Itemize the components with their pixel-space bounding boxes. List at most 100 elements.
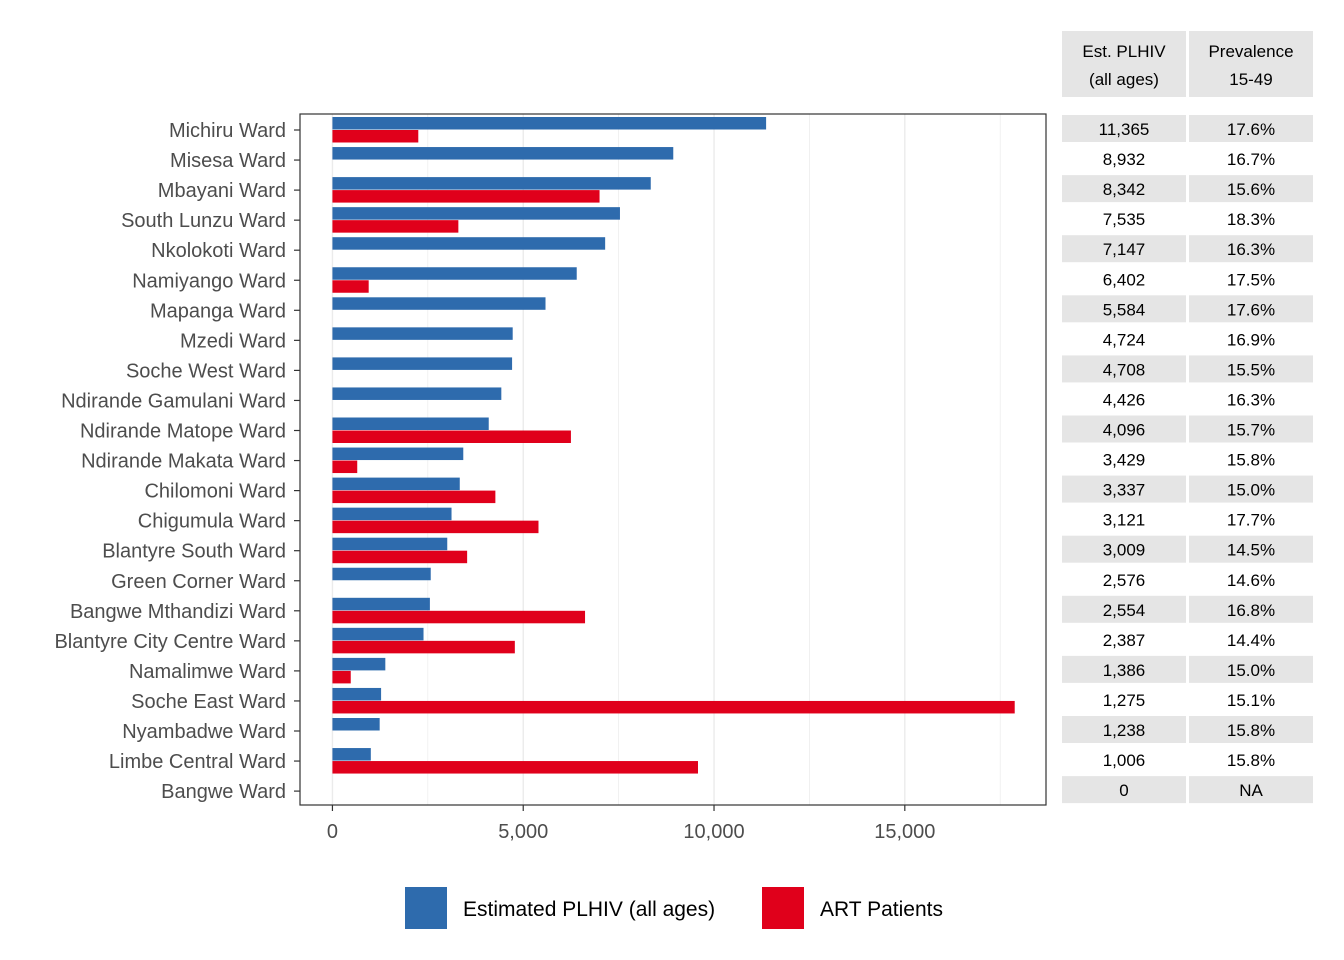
- ward-label-mzedi-ward: Mzedi Ward: [180, 330, 286, 352]
- ward-label-michiru-ward: Michiru Ward: [169, 120, 286, 142]
- table-cell-bg: [1062, 235, 1186, 263]
- table-cell-bg: [1062, 175, 1186, 203]
- plhiv-cell: 11,365: [1099, 120, 1150, 139]
- table-cell-bg: [1189, 355, 1313, 383]
- bar-estimated-plhiv-all-ages-soche-west-ward: [332, 357, 513, 370]
- bar-estimated-plhiv-all-ages-ndirande-makata-ward: [332, 447, 464, 461]
- table-cell-bg: [1062, 295, 1186, 323]
- table-header-cell: [1189, 31, 1313, 97]
- plhiv-cell: 7,147: [1103, 240, 1146, 259]
- bar-art-patients-namalimwe-ward: [332, 670, 351, 684]
- ward-label-green-corner-ward: Green Corner Ward: [111, 571, 286, 593]
- ward-label-mbayani-ward: Mbayani Ward: [158, 180, 286, 202]
- plhiv-cell: 2,387: [1103, 631, 1146, 650]
- table-header-text: Est. PLHIV: [1082, 42, 1166, 61]
- bar-art-patients-blantyre-south-ward: [332, 550, 468, 564]
- ward-label-ndirande-makata-ward: Ndirande Makata Ward: [81, 451, 286, 473]
- plhiv-cell: 4,096: [1103, 421, 1146, 440]
- prevalence-cell: 14.5%: [1227, 541, 1275, 560]
- ward-labels: Michiru Ward Misesa Ward Mbayani Ward South…: [54, 120, 300, 803]
- x-tick-label: 0: [327, 821, 338, 843]
- prevalence-cell: 15.6%: [1227, 180, 1275, 199]
- table-cell-bg: [1062, 655, 1186, 683]
- plhiv-cell: 6,402: [1103, 270, 1146, 289]
- bars: [332, 117, 1015, 774]
- plhiv-cell: 3,337: [1103, 481, 1146, 500]
- prevalence-cell: 16.9%: [1227, 330, 1275, 349]
- prevalence-cell: 16.3%: [1227, 390, 1275, 409]
- prevalence-cell: 17.6%: [1227, 300, 1275, 319]
- plhiv-cell: 8,342: [1103, 180, 1146, 199]
- ward-label-limbe-central-ward: Limbe Central Ward: [109, 751, 286, 773]
- table-cell-bg: [1189, 716, 1313, 743]
- bar-art-patients-blantyre-city-centre-ward: [332, 640, 515, 654]
- table-cell-bg: [1189, 175, 1313, 203]
- legend-label-art-patients: ART Patients: [820, 898, 943, 921]
- plhiv-cell: 1,238: [1103, 721, 1146, 740]
- bar-estimated-plhiv-all-ages-misesa-ward: [332, 147, 674, 160]
- prevalence-cell: 15.0%: [1227, 481, 1275, 500]
- prevalence-cell: 15.8%: [1227, 751, 1275, 770]
- bar-art-patients-ndirande-makata-ward: [332, 460, 358, 474]
- prevalence-cell: 16.3%: [1227, 240, 1275, 259]
- table-cell-bg: [1189, 295, 1313, 323]
- summary-table: Est. PLHIV (all ages) Prevalence 15-49 11,36…: [1062, 31, 1313, 804]
- plhiv-cell: 8,932: [1103, 150, 1146, 169]
- bar-estimated-plhiv-all-ages-blantyre-south-ward: [332, 537, 448, 551]
- legend-key-estimated-plhiv-all-ages: [405, 887, 447, 929]
- bar-estimated-plhiv-all-ages-chigumula-ward: [332, 507, 452, 521]
- bar-estimated-plhiv-all-ages-soche-east-ward: [332, 687, 382, 701]
- prevalence-cell: 17.6%: [1227, 120, 1275, 139]
- table-header-text: Prevalence: [1208, 42, 1293, 61]
- bar-estimated-plhiv-all-ages-michiru-ward: [332, 117, 767, 130]
- bar-estimated-plhiv-all-ages-mapanga-ward: [332, 297, 546, 310]
- table-cell-bg: [1189, 235, 1313, 263]
- prevalence-cell: 17.5%: [1227, 270, 1275, 289]
- plhiv-cell: 1,275: [1103, 691, 1146, 710]
- ward-label-chigumula-ward: Chigumula Ward: [138, 511, 286, 533]
- bar-estimated-plhiv-all-ages-mbayani-ward: [332, 177, 651, 190]
- bar-estimated-plhiv-all-ages-ndirande-matope-ward: [332, 417, 489, 430]
- bar-estimated-plhiv-all-ages-green-corner-ward: [332, 567, 431, 581]
- bar-estimated-plhiv-all-ages-limbe-central-ward: [332, 748, 371, 761]
- bar-estimated-plhiv-all-ages-ndirande-gamulani-ward: [332, 387, 502, 400]
- bar-estimated-plhiv-all-ages-south-lunzu-ward: [332, 207, 620, 220]
- bar-estimated-plhiv-all-ages-namalimwe-ward: [332, 657, 386, 671]
- bar-art-patients-namiyango-ward: [332, 280, 369, 293]
- table-cell-bg: [1062, 716, 1186, 743]
- table-cell-bg: [1062, 776, 1186, 804]
- x-axis-ticks: 0 5,000 10,000 15,000: [327, 805, 935, 843]
- bar-estimated-plhiv-all-ages-blantyre-city-centre-ward: [332, 627, 424, 641]
- bar-estimated-plhiv-all-ages-nyambadwe-ward: [332, 718, 380, 731]
- ward-label-soche-east-ward: Soche East Ward: [131, 691, 286, 713]
- prevalence-cell: 15.7%: [1227, 421, 1275, 440]
- x-tick-label: 15,000: [874, 821, 935, 843]
- ward-label-bangwe-mthandizi-ward: Bangwe Mthandizi Ward: [70, 601, 286, 623]
- bar-estimated-plhiv-all-ages-nkolokoti-ward: [332, 237, 606, 250]
- ward-label-nyambadwe-ward: Nyambadwe Ward: [122, 721, 286, 743]
- table-cell-bg: [1062, 115, 1186, 142]
- prevalence-cell: 16.7%: [1227, 150, 1275, 169]
- prevalence-cell: NA: [1239, 781, 1263, 800]
- table-cell-bg: [1189, 475, 1313, 503]
- plhiv-cell: 4,724: [1103, 330, 1146, 349]
- bar-art-patients-ndirande-matope-ward: [332, 430, 571, 443]
- bar-estimated-plhiv-all-ages-chilomoni-ward: [332, 477, 460, 491]
- table-header-cell: [1062, 31, 1186, 97]
- prevalence-cell: 15.1%: [1227, 691, 1275, 710]
- legend-label-estimated-plhiv-all-ages: Estimated PLHIV (all ages): [463, 898, 715, 921]
- legend: Estimated PLHIV (all ages) ART Patients: [405, 887, 943, 929]
- ward-label-mapanga-ward: Mapanga Ward: [150, 300, 286, 322]
- ward-label-namalimwe-ward: Namalimwe Ward: [129, 661, 286, 683]
- prevalence-cell: 15.8%: [1227, 451, 1275, 470]
- bar-estimated-plhiv-all-ages-namiyango-ward: [332, 267, 577, 280]
- bar-art-patients-chilomoni-ward: [332, 490, 496, 504]
- table-cell-bg: [1189, 655, 1313, 683]
- bar-art-patients-soche-east-ward: [332, 700, 1015, 714]
- plhiv-cell: 2,576: [1103, 571, 1146, 590]
- bar-art-patients-south-lunzu-ward: [332, 220, 459, 233]
- prevalence-cell: 18.3%: [1227, 210, 1275, 229]
- ward-label-bangwe-ward: Bangwe Ward: [161, 781, 286, 803]
- x-tick-label: 10,000: [683, 821, 744, 843]
- table-cell-bg: [1062, 475, 1186, 503]
